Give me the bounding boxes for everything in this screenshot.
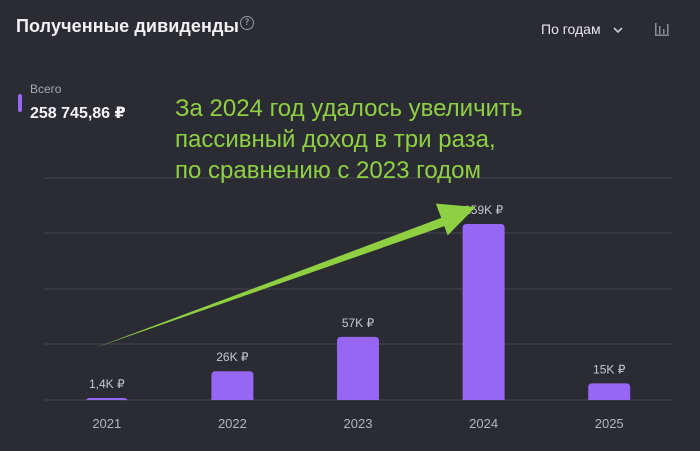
x-tick-label: 2025 xyxy=(595,416,624,431)
help-icon[interactable]: ? xyxy=(240,16,254,30)
total-value: 258 745,86 ₽ xyxy=(30,105,126,122)
bar-value-label: 15K ₽ xyxy=(593,362,626,376)
total-marker xyxy=(18,94,22,112)
total-label: Всего xyxy=(30,82,62,96)
period-select[interactable]: По годам xyxy=(541,21,623,37)
annotation-line: За 2024 год удалось увеличить xyxy=(175,95,523,122)
bar-value-label: 1,4K ₽ xyxy=(89,377,125,391)
bar xyxy=(85,398,128,402)
bar xyxy=(337,336,379,400)
bar-value-label: 57K ₽ xyxy=(342,316,375,330)
bar xyxy=(588,383,631,400)
bar xyxy=(211,371,254,400)
x-tick-label: 2023 xyxy=(344,416,373,431)
bar-value-label: 26K ₽ xyxy=(216,350,249,364)
page-title: Полученные дивиденды xyxy=(16,16,240,36)
x-tick-label: 2024 xyxy=(469,416,498,431)
bar xyxy=(462,224,505,400)
annotation-line: по сравнению с 2023 годом xyxy=(175,157,482,184)
x-tick-label: 2022 xyxy=(218,416,247,431)
annotation-line: пассивный доход в три раза, xyxy=(175,126,496,153)
bar-value-label: 159K ₽ xyxy=(464,203,503,217)
chevron-down-icon xyxy=(613,21,623,37)
annotation-arrow xyxy=(94,203,476,348)
bar-chart-icon[interactable] xyxy=(654,21,670,42)
annotation-text: За 2024 год удалось увеличить пассивный … xyxy=(175,93,595,186)
x-tick-label: 2021 xyxy=(92,416,121,431)
period-select-label: По годам xyxy=(541,21,601,37)
